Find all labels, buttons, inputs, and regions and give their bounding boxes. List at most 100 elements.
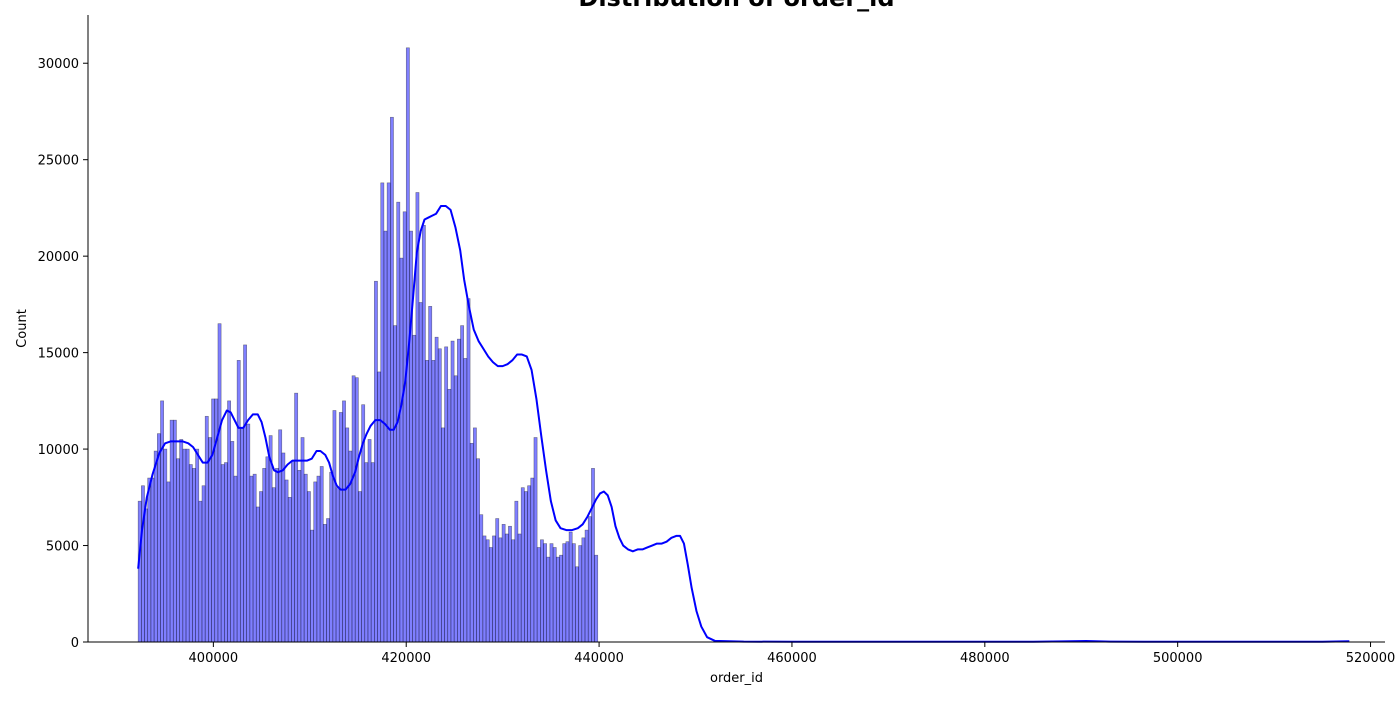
- histogram-bar: [316, 475, 321, 643]
- histogram-bar: [418, 302, 423, 643]
- histogram-bar: [265, 456, 270, 643]
- histogram-bar: [447, 388, 452, 643]
- histogram-bar: [425, 360, 429, 643]
- histogram-bar: [546, 556, 551, 643]
- histogram-bar: [284, 479, 289, 643]
- histogram-bar: [514, 500, 519, 643]
- histogram-bar: [540, 539, 544, 643]
- histogram-bar: [370, 462, 375, 643]
- histogram-bar: [571, 543, 576, 643]
- histogram-bar: [399, 257, 404, 643]
- histogram-bar: [297, 469, 302, 643]
- histogram-bar: [520, 487, 525, 643]
- histogram-bar: [543, 543, 548, 643]
- histogram-bar: [584, 529, 589, 643]
- histogram-bar: [271, 487, 276, 643]
- histogram-bar: [322, 524, 327, 643]
- histogram-bar: [211, 398, 216, 643]
- histogram-bar: [201, 485, 206, 643]
- histogram-bar: [383, 230, 388, 643]
- histogram-bar: [338, 412, 343, 643]
- histogram-bar: [303, 473, 308, 643]
- histogram-bar: [208, 437, 212, 643]
- histogram-bar: [552, 547, 557, 643]
- histogram-bar: [150, 477, 155, 643]
- histogram-bar: [488, 547, 493, 643]
- histogram-bar: [466, 298, 471, 643]
- y-tick-label: 0: [71, 636, 79, 651]
- y-axis-ticks: 0 5000 10000 15000 20000 25000 30000: [38, 57, 88, 651]
- histogram-bar: [275, 468, 279, 643]
- y-axis-label: Count: [15, 309, 30, 348]
- histogram-bar: [169, 419, 174, 643]
- histogram-bar: [479, 514, 484, 643]
- histogram-bar: [565, 541, 570, 643]
- histogram-bar: [536, 547, 541, 643]
- chart-title: Distribution of order_id: [578, 0, 894, 12]
- x-tick-label: 460000: [767, 651, 817, 666]
- histogram-bar: [409, 230, 413, 643]
- x-tick-label: 480000: [960, 651, 1010, 666]
- kde-curve-layer: [137, 204, 1350, 643]
- histogram-bar: [345, 427, 350, 643]
- y-tick-label: 10000: [38, 443, 79, 458]
- histogram-bar: [517, 533, 522, 643]
- histogram-bar: [412, 334, 417, 643]
- histogram-bar: [476, 458, 480, 643]
- histogram-bar: [252, 473, 257, 643]
- y-tick-label: 30000: [38, 57, 79, 72]
- histogram-bar: [239, 427, 244, 643]
- histogram-bar: [402, 211, 407, 643]
- histogram-bar: [227, 400, 232, 643]
- histogram-bar: [568, 531, 573, 643]
- histogram-bar: [492, 535, 496, 643]
- histogram-bar: [428, 306, 433, 643]
- histogram-bar: [188, 464, 193, 643]
- histogram-bar: [469, 442, 474, 643]
- histogram-bar: [527, 485, 532, 643]
- histogram-bar: [160, 400, 164, 643]
- histogram-bar: [351, 375, 356, 643]
- histogram-bar: [157, 433, 161, 643]
- histogram-bar: [246, 423, 251, 643]
- histogram-bar: [377, 371, 382, 643]
- histogram-bar: [460, 325, 465, 643]
- histogram-bar: [581, 537, 586, 643]
- histogram-bar: [511, 539, 516, 643]
- histogram-bar: [182, 448, 187, 643]
- x-axis-ticks: 400000 420000 440000 460000 480000 500000 5200…: [189, 642, 1396, 666]
- histogram-bar: [380, 182, 385, 643]
- histogram-bar: [310, 529, 315, 643]
- histogram-bar: [578, 545, 583, 643]
- histogram-bar: [453, 375, 458, 643]
- histogram-bar: [485, 539, 490, 643]
- histogram-bar: [307, 491, 311, 643]
- histogram-bar: [335, 487, 340, 643]
- histogram-bar: [153, 450, 158, 643]
- histogram-bar: [533, 437, 538, 643]
- histogram-bar: [281, 452, 286, 643]
- kde-curve: [137, 204, 1350, 643]
- histogram-bar: [386, 182, 391, 643]
- histogram-bar: [472, 427, 477, 643]
- histogram-bar: [431, 360, 436, 643]
- histogram-bar: [444, 346, 449, 643]
- histogram-bar: [147, 477, 152, 643]
- histogram-bar: [559, 554, 563, 643]
- histogram-bar: [450, 340, 455, 643]
- histogram-bar: [495, 518, 500, 643]
- histogram-bar: [144, 508, 149, 643]
- histogram-bar: [329, 471, 334, 643]
- histogram-bar: [549, 543, 554, 643]
- x-tick-label: 520000: [1346, 651, 1396, 666]
- axes: [87, 15, 1385, 643]
- histogram-bar: [441, 427, 445, 643]
- histogram-bar: [332, 410, 337, 643]
- histogram-bar: [176, 458, 180, 643]
- histogram-bar: [179, 439, 184, 643]
- histogram-bar: [530, 477, 535, 643]
- histogram-bar: [437, 348, 442, 643]
- histogram-bar: [434, 336, 439, 643]
- histogram-bar: [524, 491, 528, 643]
